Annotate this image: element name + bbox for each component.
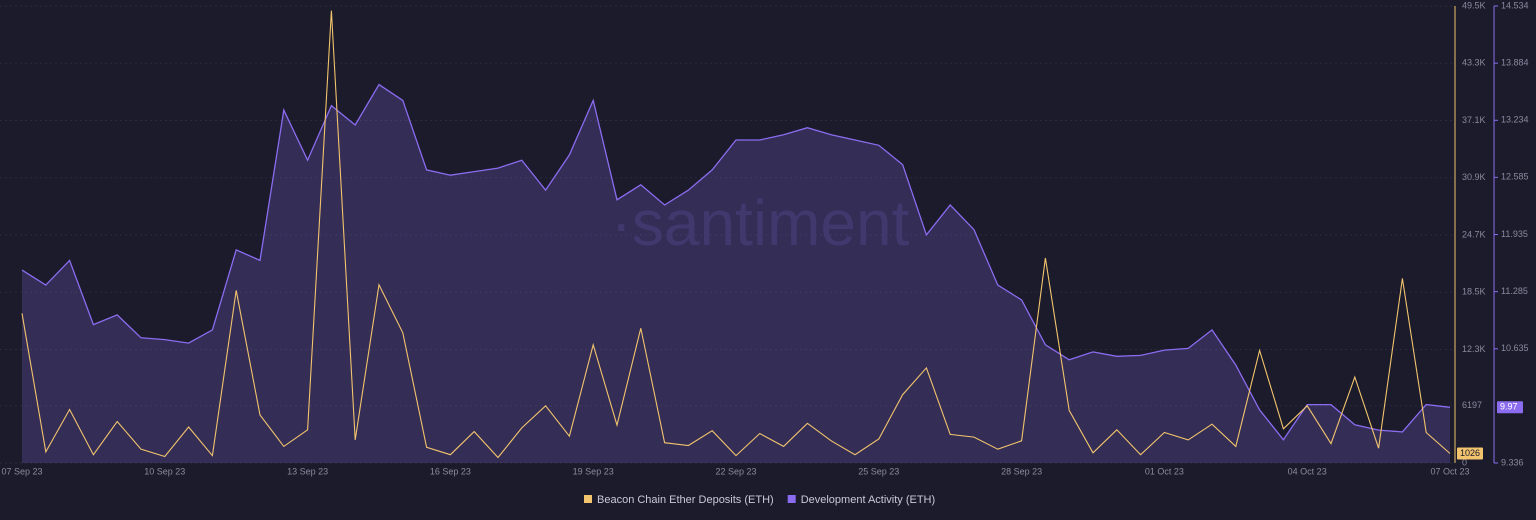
y-tick-label: 30.9K bbox=[1462, 172, 1486, 182]
legend-swatch bbox=[584, 495, 592, 503]
y-tick-label: 43.3K bbox=[1462, 58, 1486, 68]
y-tick-label: 24.7K bbox=[1462, 229, 1486, 239]
series-line bbox=[21, 83, 1451, 441]
y2-tick-label: 11.935 bbox=[1501, 229, 1528, 239]
x-tick-label: 22 Sep 23 bbox=[715, 466, 756, 476]
y2-tick-label: 13.234 bbox=[1501, 115, 1529, 125]
y-tick-label: 18.5K bbox=[1462, 287, 1486, 297]
value-badge bbox=[1457, 447, 1483, 460]
x-tick-label: 07 Sep 23 bbox=[1, 466, 42, 476]
value-badge-label: 1026 bbox=[1460, 448, 1480, 458]
x-tick-label: 19 Sep 23 bbox=[573, 466, 614, 476]
y-tick-label: 0 bbox=[1462, 457, 1467, 467]
value-badge bbox=[1497, 401, 1523, 414]
y-tick-label: 6197 bbox=[1462, 400, 1482, 410]
y2-tick-label: 14.534 bbox=[1501, 0, 1529, 10]
x-tick-label: 25 Sep 23 bbox=[858, 466, 899, 476]
y-tick-label: 49.5K bbox=[1462, 0, 1486, 10]
x-tick-label: 04 Oct 23 bbox=[1288, 466, 1327, 476]
y2-tick-label: 11.285 bbox=[1501, 286, 1528, 296]
x-tick-label: 28 Sep 23 bbox=[1001, 466, 1042, 476]
value-badge-label: 9.97 bbox=[1500, 402, 1518, 412]
legend-label: Beacon Chain Ether Deposits (ETH) bbox=[597, 494, 774, 506]
x-tick-label: 16 Sep 23 bbox=[430, 466, 471, 476]
series-line bbox=[21, 10, 1451, 459]
x-tick-label: 01 Oct 23 bbox=[1145, 466, 1184, 476]
legend-swatch bbox=[787, 495, 796, 503]
x-tick-label: 13 Sep 23 bbox=[287, 466, 328, 476]
y2-tick-label: 12.585 bbox=[1501, 172, 1529, 182]
y-tick-label: 12.3K bbox=[1462, 344, 1486, 354]
x-tick-label: 10 Sep 23 bbox=[144, 466, 185, 476]
y2-tick-label: 13.884 bbox=[1501, 58, 1529, 68]
y-tick-label: 37.1K bbox=[1462, 115, 1486, 125]
x-tick-label: 07 Oct 23 bbox=[1430, 466, 1469, 476]
watermark: ·santiment bbox=[611, 187, 910, 259]
y2-tick-label: 10.635 bbox=[1501, 343, 1529, 353]
y2-tick-label: 9.336 bbox=[1501, 457, 1524, 467]
legend-label: Development Activity (ETH) bbox=[801, 494, 935, 506]
area bbox=[22, 84, 1450, 463]
